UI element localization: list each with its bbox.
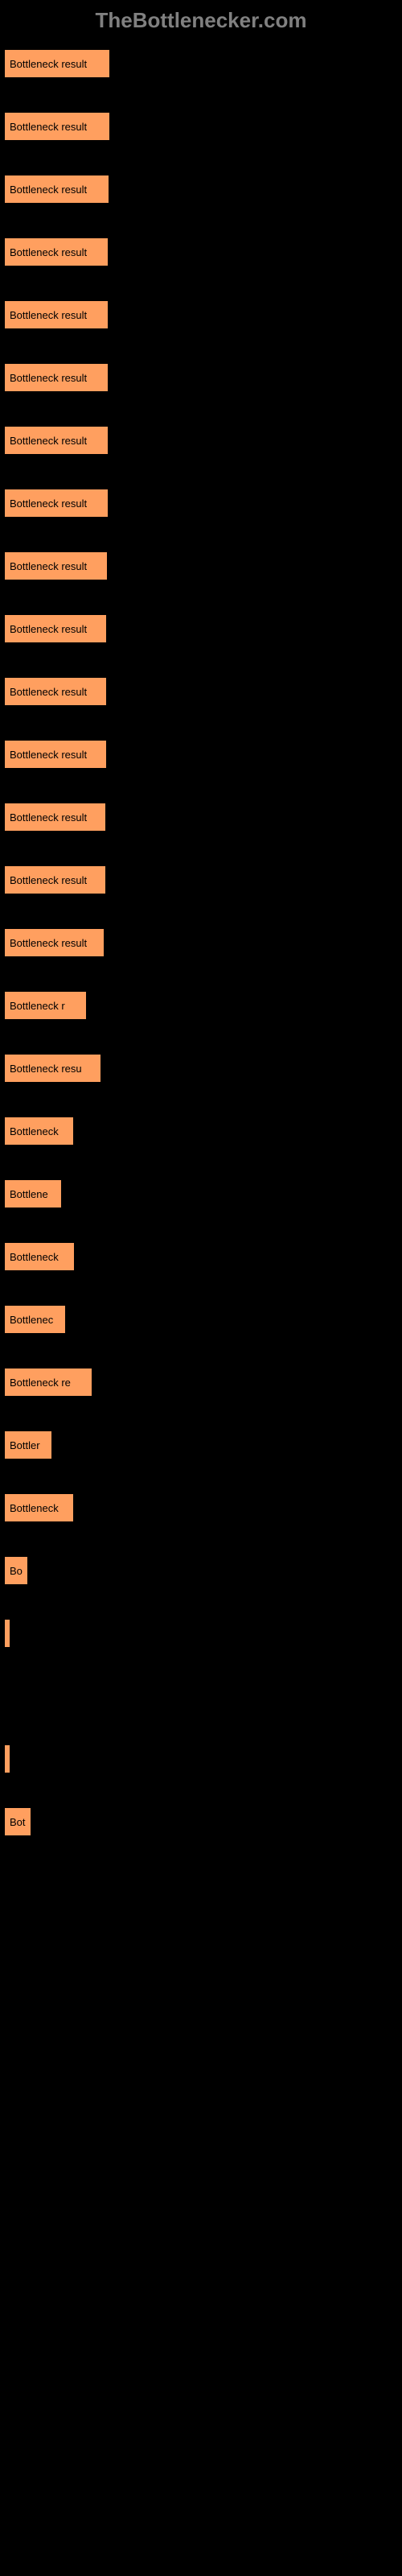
bar: Bottleneck result	[4, 803, 106, 832]
bar: Bottleneck	[4, 1493, 74, 1522]
site-header: TheBottlenecker.com	[0, 8, 402, 33]
bar: Bottleneck result	[4, 175, 109, 204]
bar-row	[4, 1682, 402, 1711]
bar-row: Bottleneck resu	[4, 1054, 402, 1083]
bar: Bottleneck result	[4, 300, 109, 329]
bar-row: Bottlene	[4, 1179, 402, 1208]
bar-row: Bottleneck r	[4, 991, 402, 1020]
bar	[4, 1744, 10, 1773]
bar: Bottleneck	[4, 1117, 74, 1146]
bar-row: Bottleneck result	[4, 803, 402, 832]
bar-row: Bottleneck	[4, 1117, 402, 1146]
bar-row: Bottlenec	[4, 1305, 402, 1334]
bar-row	[4, 1619, 402, 1648]
bar: Bottleneck result	[4, 489, 109, 518]
bar: Bottleneck result	[4, 49, 110, 78]
bar-row: Bo	[4, 1556, 402, 1585]
bar-chart: Bottleneck result Bottleneck result Bottle…	[0, 49, 402, 1836]
bar-row: Bottleneck result	[4, 740, 402, 769]
bar: Bottleneck	[4, 1242, 75, 1271]
bar: Bottler	[4, 1430, 52, 1459]
bar: Bottleneck result	[4, 363, 109, 392]
bar: Bottleneck result	[4, 928, 105, 957]
bar: Bottlene	[4, 1179, 62, 1208]
bar-row: Bottleneck result	[4, 614, 402, 643]
bar-row: Bottleneck result	[4, 426, 402, 455]
bar	[4, 1619, 10, 1648]
bar: Bottleneck result	[4, 112, 110, 141]
bar-row: Bot	[4, 1807, 402, 1836]
bar: Bottleneck result	[4, 865, 106, 894]
bar: Bottleneck result	[4, 551, 108, 580]
bar-row: Bottleneck result	[4, 928, 402, 957]
bar: Bottleneck result	[4, 614, 107, 643]
bar-row: Bottleneck	[4, 1493, 402, 1522]
bar: Bottleneck result	[4, 740, 107, 769]
bar: Bottleneck result	[4, 426, 109, 455]
bar-row: Bottleneck result	[4, 551, 402, 580]
bar: Bottleneck result	[4, 237, 109, 266]
bar: Bot	[4, 1807, 31, 1836]
bar-row: Bottleneck result	[4, 363, 402, 392]
bar: Bottleneck r	[4, 991, 87, 1020]
bar-row: Bottleneck re	[4, 1368, 402, 1397]
bar-row: Bottleneck result	[4, 300, 402, 329]
bar-row: Bottleneck result	[4, 489, 402, 518]
bar-row: Bottleneck result	[4, 677, 402, 706]
bar: Bottleneck result	[4, 677, 107, 706]
bar-row: Bottleneck result	[4, 175, 402, 204]
bar-row: Bottleneck result	[4, 865, 402, 894]
bar: Bottlenec	[4, 1305, 66, 1334]
bar-row: Bottleneck result	[4, 49, 402, 78]
bar: Bottleneck re	[4, 1368, 92, 1397]
bar-row	[4, 1744, 402, 1773]
bar-row: Bottleneck result	[4, 112, 402, 141]
bar: Bo	[4, 1556, 28, 1585]
bar-row: Bottleneck result	[4, 237, 402, 266]
bar: Bottleneck resu	[4, 1054, 101, 1083]
bar-row: Bottler	[4, 1430, 402, 1459]
bar-row: Bottleneck	[4, 1242, 402, 1271]
